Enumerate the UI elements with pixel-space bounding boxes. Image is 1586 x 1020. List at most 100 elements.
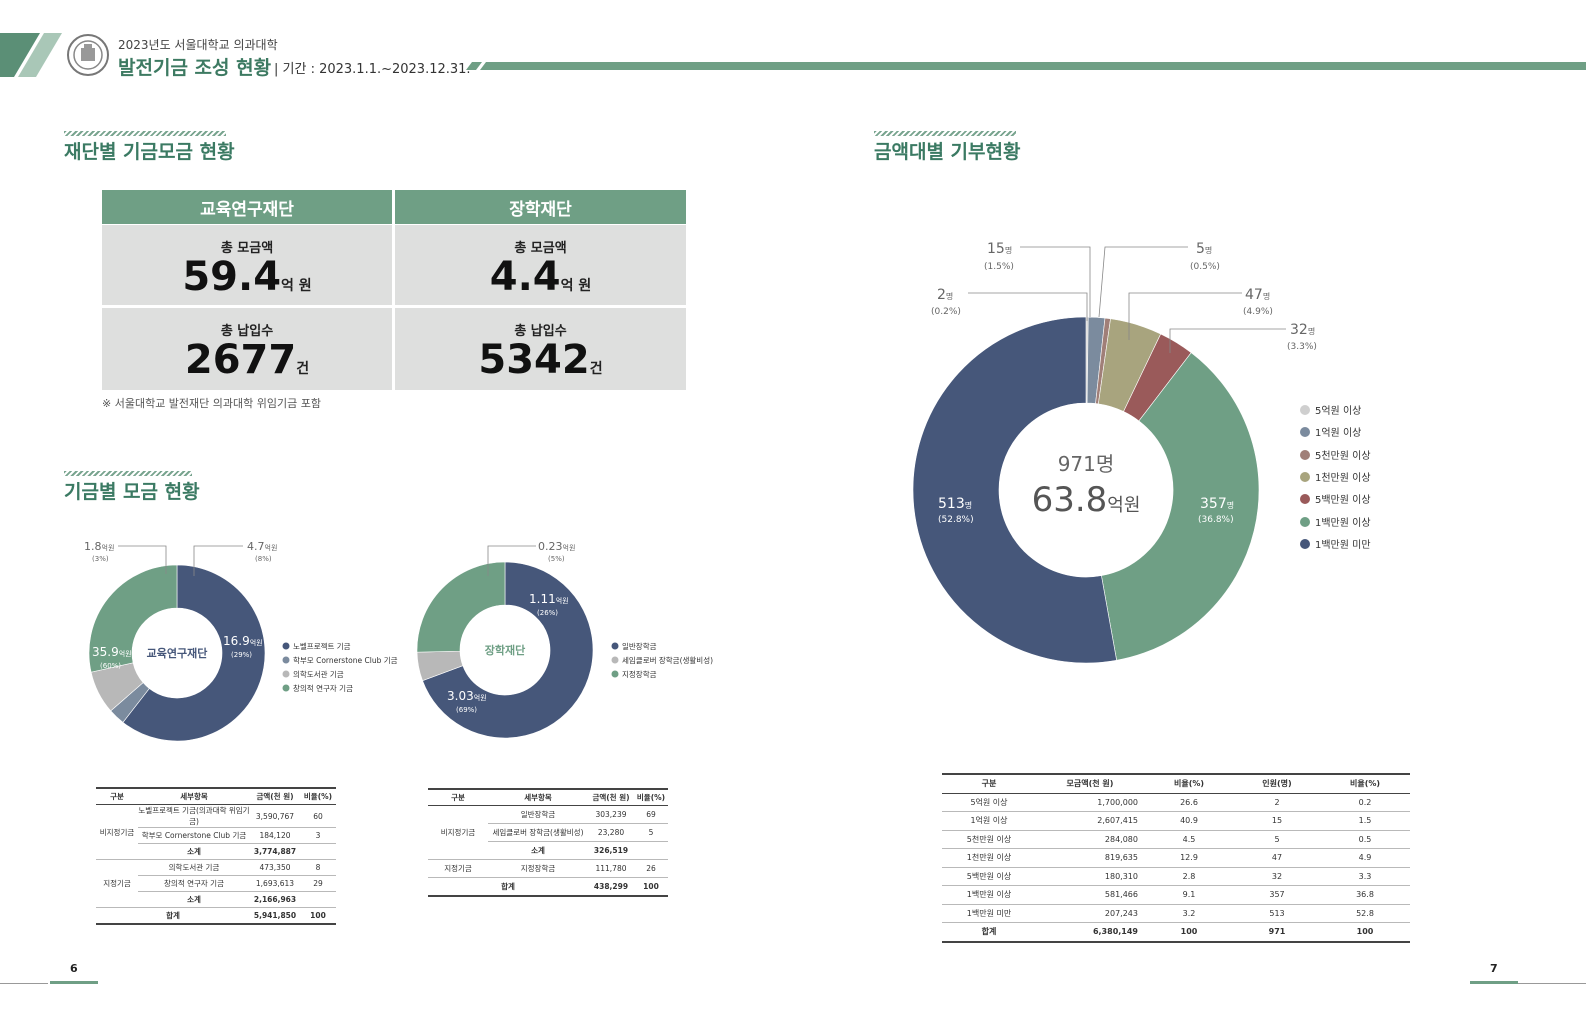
chart1-hole [132, 608, 222, 698]
chart3-label-value-3: 47 [1245, 287, 1263, 303]
table-row: 창의적 연구자 기금 1,693,613 29 [96, 875, 336, 892]
chart3-legend-5: 1백만원 이상 [1315, 517, 1371, 529]
chart1-center-title: 교육연구재단 [147, 646, 208, 660]
svg-text:47명: 47명 [1245, 287, 1270, 303]
chart3-label-pct-6: (52.8%) [938, 515, 974, 525]
chart3-label-pct-2: (0.5%) [1190, 262, 1220, 272]
table1-group: 비지정기금 [96, 804, 138, 860]
scholar-count-cell: 총 납입수 5342건 [395, 308, 686, 390]
chart1-legend-2: 의학도서관 기금 [293, 669, 344, 679]
svg-text:16.9억원: 16.9억원 [223, 634, 263, 648]
header-subtitle: 2023년도 서울대학교 의과대학 [118, 38, 278, 52]
foundation-summary: 교육연구재단 장학재단 총 모금액 59.4억 원 총 모금액 4.4억 원 총… [102, 190, 686, 390]
chart1-label-value-1: 1.8 [84, 540, 102, 553]
edu-fund-donut-chart: 교육연구재단 1.8억원 (3%) 4.7억원 (8%) 35.9억원 (60%… [84, 540, 398, 742]
svg-text:2명: 2명 [937, 287, 953, 303]
chart2-label-value-2: 1.11 [529, 592, 556, 606]
chart2-label-pct-2: (26%) [537, 609, 558, 617]
header-rule [466, 62, 1586, 70]
amount-donut-chart: 971명 63.8억원 2명 (0.2%) 15명 (1.5%) 5명 (0.5… [912, 241, 1371, 664]
table1-group: 지정기금 [96, 859, 138, 908]
table2-header: 금액(천 원) [588, 788, 634, 806]
svg-text:32명: 32명 [1290, 322, 1315, 338]
chart2-legend-2: 지정장학금 [622, 669, 657, 679]
section-title-foundation: 재단별 기금모금 현황 [64, 141, 235, 163]
edu-total-cell: 총 모금액 59.4억 원 [102, 225, 392, 305]
table-row: 학부모 Cornerstone Club 기금 184,120 3 [96, 827, 336, 844]
scholar-total-unit: 억 원 [560, 278, 592, 294]
chart2-slices [416, 561, 594, 739]
footer-accent-left [50, 981, 98, 984]
chart1-leader-2 [193, 545, 243, 576]
table-row: 1백만원 이상 581,466 9.1 357 36.8 [942, 885, 1410, 905]
table3-header: 비율(%) [1144, 773, 1234, 794]
chart3-label-value-4: 32 [1290, 322, 1308, 338]
chart3-label-pct-0: (0.2%) [931, 307, 961, 317]
section-title-fund: 기금별 모금 현황 [64, 481, 200, 503]
table-row: 5억원 이상 1,700,000 26.6 2 0.2 [942, 793, 1410, 812]
scholar-count-unit: 건 [589, 361, 603, 377]
header-period: | 기간 : 2023.1.1.~2023.12.31. [274, 62, 471, 77]
table-total-row: 합계 438,299 100 [428, 877, 668, 897]
chart2-hole [460, 605, 550, 695]
header-decoration [0, 33, 62, 77]
edu-count-value: 2677 [184, 337, 297, 383]
chart3-label-value-0: 2 [937, 287, 946, 303]
chart1-leader-1 [118, 545, 167, 574]
page-number-left: 6 [70, 962, 78, 975]
edu-total-unit: 억 원 [281, 278, 312, 294]
footer-rule-right [1518, 983, 1586, 984]
chart2-label-value-1: 0.23 [538, 540, 563, 553]
chart3-label-value-1: 15 [987, 241, 1005, 257]
svg-text:15명: 15명 [987, 241, 1012, 257]
chart2-label-value-0: 3.03 [447, 689, 474, 703]
chart3-leader-3 [1128, 292, 1242, 340]
footer-accent-right [1470, 981, 1518, 984]
chart3-center-amount: 63.8 [1032, 480, 1108, 520]
chart2-leader [487, 545, 536, 576]
chart3-label-value-5: 357 [1200, 496, 1227, 512]
chart1-label-value-2: 4.7 [247, 540, 265, 553]
svg-text:4.7억원: 4.7억원 [247, 540, 277, 553]
chart1-label-value-3: 16.9 [223, 634, 250, 648]
table1-header: 구분 [96, 787, 138, 805]
chart3-center-unit: 억원 [1107, 495, 1140, 516]
svg-text:5명: 5명 [1196, 241, 1212, 257]
table-row: 5백만원 이상 180,310 2.8 32 3.3 [942, 867, 1410, 886]
svg-text:3.03억원: 3.03억원 [447, 689, 487, 703]
svg-text:35.9억원: 35.9억원 [92, 645, 132, 659]
section-bar [64, 471, 192, 476]
chart3-label-pct-1: (1.5%) [984, 262, 1014, 272]
table-row: 세임클로버 장학금(생활비성) 23,280 5 [428, 823, 668, 842]
chart1-legend: 노벨프로젝트 기금 학부모 Cornerstone Club 기금 의학도서관 … [282, 641, 398, 693]
svg-text:1.8억원: 1.8억원 [84, 540, 114, 553]
table1-header: 비율(%) [300, 787, 336, 805]
svg-text:1.11억원: 1.11억원 [529, 592, 569, 606]
chart1-legend-1: 학부모 Cornerstone Club 기금 [293, 655, 398, 665]
table2-header: 구분 [428, 788, 488, 806]
scholar-total-value: 4.4 [489, 254, 561, 300]
chart2-label-pct-1: (5%) [548, 555, 565, 563]
foundation-header-edu: 교육연구재단 [102, 190, 392, 224]
table2-group: 지정기금 [428, 859, 488, 878]
chart3-leader-2 [1098, 246, 1188, 318]
section-title-amount: 금액대별 기부현황 [874, 141, 1021, 163]
section-bar [64, 131, 226, 136]
chart3-legend-1: 1억원 이상 [1315, 427, 1361, 439]
table-row: 비지정기금 일반장학금 303,239 69 [428, 805, 668, 860]
table3-header: 비율(%) [1320, 773, 1410, 794]
scholar-total-label: 총 모금액 [514, 241, 567, 256]
chart3-center-count: 971명 [1058, 452, 1115, 476]
chart1-legend-3: 창의적 연구자 기금 [293, 683, 353, 693]
table-total-row: 합계 6,380,149 100 971 100 [942, 922, 1410, 943]
table-row: 소계 3,774,887 [96, 843, 336, 860]
table-row: 지정기금 지정장학금 111,780 26 [428, 859, 668, 878]
section-bar [874, 131, 1016, 136]
chart3-label-pct-4: (3.3%) [1287, 342, 1317, 352]
edu-fund-table: 구분 세부항목 금액(천 원) 비율(%) 비지정기금 노벨프로젝트 기금(의과대… [96, 787, 336, 925]
table1-header: 세부항목 [138, 787, 250, 805]
table3-header: 모금액(천 원) [1036, 773, 1144, 794]
table-row: 1천만원 이상 819,635 12.9 47 4.9 [942, 848, 1410, 868]
footer-rule-left [0, 983, 48, 984]
table-row: 5천만원 이상 284,080 4.5 5 0.5 [942, 830, 1410, 849]
